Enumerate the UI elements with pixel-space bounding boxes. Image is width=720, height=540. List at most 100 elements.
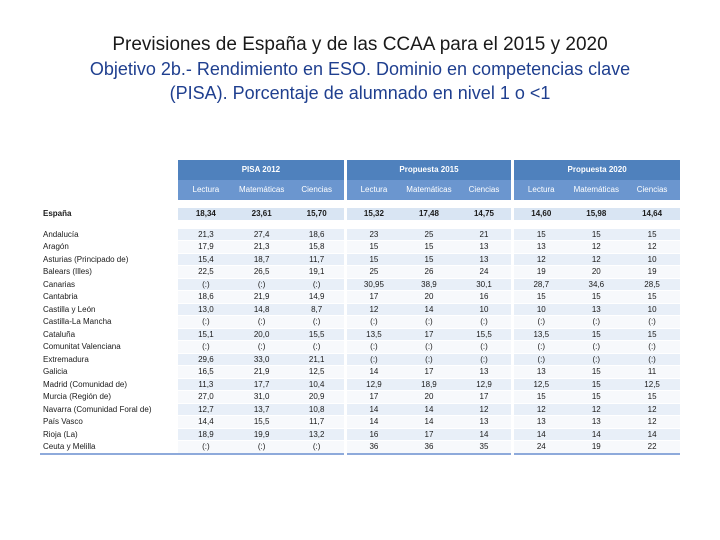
table-cell: 15 [401, 240, 457, 254]
row-label: Rioja (La) [40, 428, 178, 441]
table-cell: 26,5 [233, 265, 290, 279]
row-label: Comunitat Valenciana [40, 340, 178, 354]
table-cell: 30,1 [456, 278, 513, 291]
table-cell: 12,7 [178, 403, 234, 416]
sub-header-row: Lectura Matemáticas Ciencias Lectura Mat… [40, 180, 680, 200]
row-label: Ceuta y Melilla [40, 440, 178, 455]
table-row: Madrid (Comunidad de) 11,3 17,7 10,4 12,9 18,… [40, 378, 680, 391]
table-cell: 15,32 [343, 208, 402, 221]
table-cell: (:) [233, 278, 290, 291]
spacer [40, 200, 680, 208]
table-cell: 15 [568, 378, 625, 391]
table-cell: (:) [624, 353, 680, 366]
table-row: Andalucía 21,3 27,4 18,6 23 25 21 15 15 15 [40, 228, 680, 241]
row-label: Cantabria [40, 290, 178, 304]
table-cell: (:) [568, 315, 625, 329]
table-cell: (:) [511, 340, 569, 354]
table-cell: 14,75 [456, 208, 513, 221]
row-label: España [40, 208, 178, 221]
row-label: Canarias [40, 278, 178, 291]
table-cell: 17 [343, 390, 402, 404]
table-cell: (:) [401, 340, 457, 354]
table-cell: 19 [568, 440, 625, 455]
table-cell: 10,4 [289, 378, 346, 391]
table-cell: (:) [178, 315, 234, 329]
table-cell: 14,4 [178, 415, 234, 429]
table-row: Canarias (:) (:) (:) 30,95 38,9 30,1 28,7 34,6 28… [40, 278, 680, 291]
table-cell: 15,1 [178, 328, 234, 341]
table-cell: 14 [343, 365, 402, 379]
table-cell: 13 [511, 365, 569, 379]
table-cell: 15 [624, 228, 680, 241]
table-cell: 14 [624, 428, 680, 441]
row-label: Aragón [40, 240, 178, 254]
table-cell: 15 [511, 290, 569, 304]
row-label: Murcia (Región de) [40, 390, 178, 404]
table-cell: 25 [401, 228, 457, 241]
table-cell: 19,9 [233, 428, 290, 441]
row-label: Galicia [40, 365, 178, 379]
table-cell: 14,9 [289, 290, 346, 304]
row-label: Castilla y León [40, 303, 178, 316]
table-cell: (:) [343, 315, 402, 329]
table-cell: 15,5 [289, 328, 346, 341]
table-cell: 10 [624, 253, 680, 266]
table-cell: 13,5 [343, 328, 402, 341]
group-header-row: PISA 2012 Propuesta 2015 Propuesta 2020 [40, 160, 680, 180]
slide-subtitle-line-2: (PISA). Porcentaje de alumnado en nivel … [169, 83, 551, 103]
table-cell: 14 [511, 428, 569, 441]
table-cell: 27,4 [233, 228, 290, 241]
pisa-forecast-table: PISA 2012 Propuesta 2015 Propuesta 2020 … [40, 160, 680, 455]
header-corner [40, 160, 178, 180]
table-cell: 11,7 [289, 253, 346, 266]
table-cell: 15 [624, 390, 680, 404]
table-cell: 15 [568, 390, 625, 404]
table-cell: (:) [178, 340, 234, 354]
table-cell: 10 [456, 303, 513, 316]
row-label: Extremadura [40, 353, 178, 366]
table-cell: 18,6 [289, 228, 346, 241]
table-cell: 18,7 [233, 253, 290, 266]
table-cell: 19 [511, 265, 569, 279]
slide-title: Previsiones de España y de las CCAA para… [112, 34, 608, 55]
table-cell: 12,5 [511, 378, 569, 391]
table-row: Cataluña 15,1 20,0 15,5 13,5 17 15,5 13,5 15 15 [40, 328, 680, 341]
table-cell: 15 [511, 390, 569, 404]
table-row: Castilla y León 13,0 14,8 8,7 12 14 10 10 13 10 [40, 303, 680, 316]
table-row: Extremadura 29,6 33,0 21,1 (:) (:) (:) (:) (:) (:… [40, 353, 680, 366]
table-cell: (:) [511, 353, 569, 366]
table-cell: 34,6 [568, 278, 625, 291]
table-cell: 12 [624, 240, 680, 254]
table-cell: 17 [401, 428, 457, 441]
table-cell: 23 [343, 228, 402, 241]
column-header: Ciencias [624, 180, 680, 200]
table-cell: 12 [624, 415, 680, 429]
table-cell: 33,0 [233, 353, 290, 366]
table-cell: 30,95 [343, 278, 402, 291]
row-label: Asturias (Principado de) [40, 253, 178, 266]
table-cell: 17,7 [233, 378, 290, 391]
table-cell: (:) [289, 340, 346, 354]
table-cell: 12 [568, 403, 625, 416]
header-corner-sub [40, 180, 178, 200]
table-cell: 28,5 [624, 278, 680, 291]
table-cell: 13,7 [233, 403, 290, 416]
table-cell: (:) [178, 278, 234, 291]
table-cell: (:) [401, 315, 457, 329]
table-cell: (:) [401, 353, 457, 366]
column-header: Ciencias [289, 180, 346, 200]
table-cell: 26 [401, 265, 457, 279]
table-cell: 13 [456, 365, 513, 379]
table-cell: 19 [624, 265, 680, 279]
group-header-pisa-2012: PISA 2012 [178, 160, 346, 180]
table-cell: 22 [624, 440, 680, 455]
table-cell: 20 [401, 390, 457, 404]
table-cell: 8,7 [289, 303, 346, 316]
table-row: Cantabria 18,6 21,9 14,9 17 20 16 15 15 15 [40, 290, 680, 304]
row-label: Navarra (Comunidad Foral de) [40, 403, 178, 416]
column-header: Ciencias [456, 180, 513, 200]
table-cell: 15,70 [289, 208, 346, 221]
spacer-row [40, 200, 680, 208]
table-cell: 15 [568, 228, 625, 241]
table-cell: (:) [456, 315, 513, 329]
